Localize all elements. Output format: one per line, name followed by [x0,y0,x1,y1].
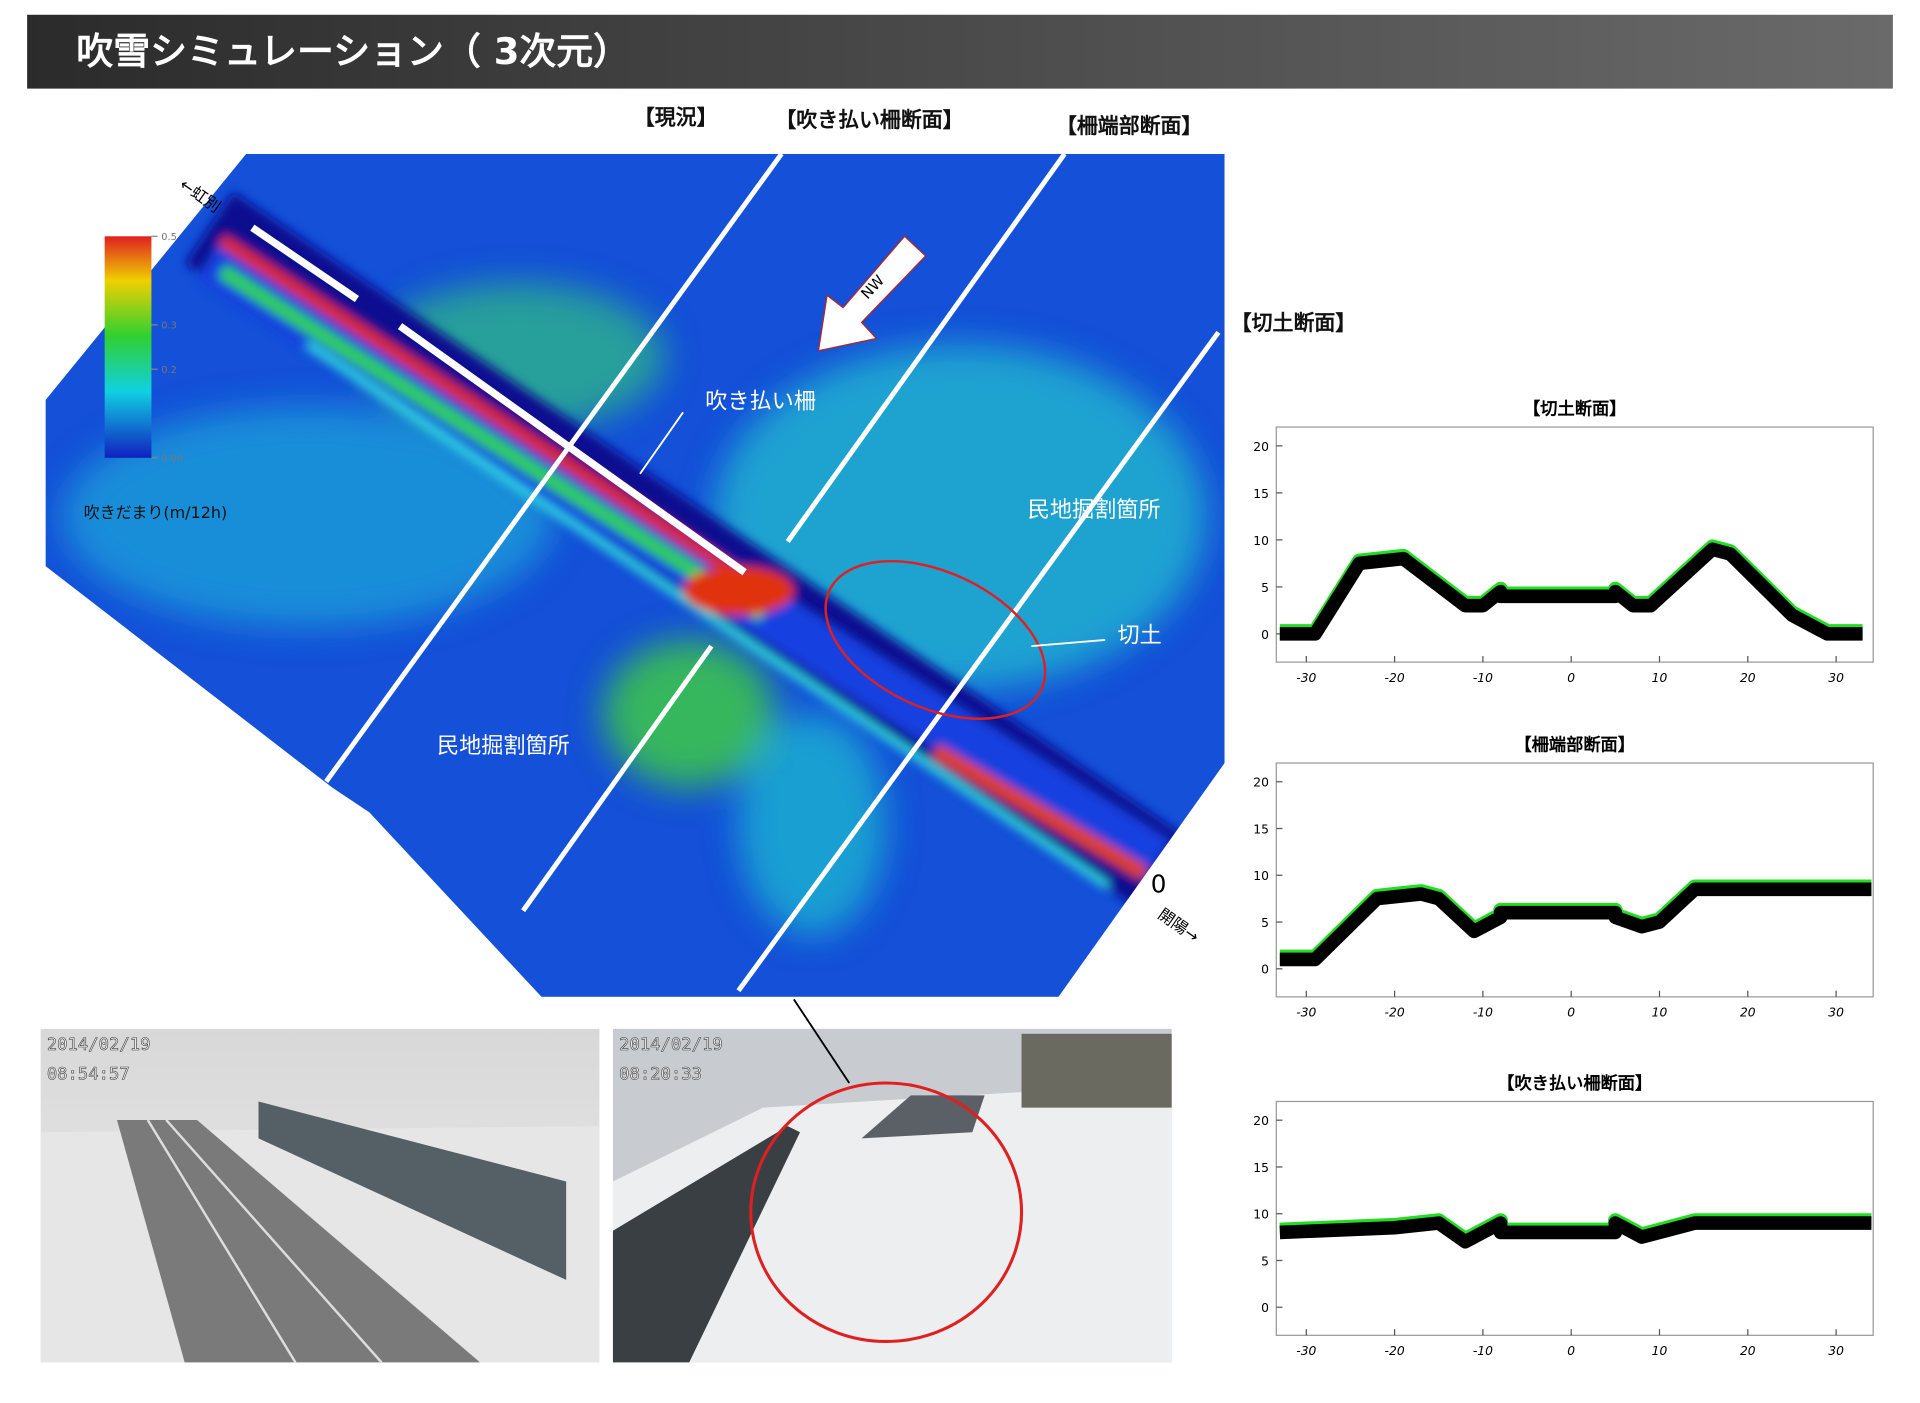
profile-line [1279,1216,1872,1249]
chart-title: 【切土断面】 [1523,399,1626,420]
y-tick-label: 10 [1253,534,1269,548]
x-tick-label: 0 [1567,1006,1575,1020]
leader [1031,639,1106,648]
x-tick-label: 30 [1828,1344,1844,1358]
plot-frame [1275,762,1874,998]
photo-time: 08:20:33 [619,1064,702,1084]
x-tick-label: -20 [1385,671,1405,685]
fence [397,323,747,576]
y-tick-label: 15 [1253,1161,1269,1175]
plot-frame [1275,1100,1874,1336]
section-label: 【吹き払い柵断面】 [775,108,963,132]
x-tick-label: -10 [1473,671,1493,685]
y-tick-label: 20 [1253,776,1269,790]
photo-date: 2014/02/19 [47,1035,151,1055]
x-tick-label: -30 [1296,1006,1316,1020]
x-tick-label: 10 [1652,671,1668,685]
colorbar-tick-label: 0.2 [161,365,177,376]
x-tick-label: -30 [1296,1344,1316,1358]
colorbar-tick-label: 0.5 [161,232,177,243]
origin-label: 0 [1151,869,1167,898]
header-bar [27,14,1893,89]
wind-arrow [817,235,927,352]
x-tick-label: 0 [1567,1344,1575,1358]
chart-title: 【吹き払い柵断面】 [1497,1073,1652,1094]
x-tick-label: 0 [1567,671,1575,685]
x-tick-label: -20 [1385,1344,1405,1358]
direction-label: ←虹別 [176,175,224,217]
annotation: 民地掘割箇所 [1028,497,1161,523]
y-tick-label: 0 [1261,963,1269,977]
y-tick-label: 10 [1253,1208,1269,1222]
colorbar [104,236,152,458]
section-label: 【切土断面】 [1231,311,1356,335]
profile-snow [1279,879,1872,965]
x-tick-label: 20 [1740,1006,1756,1020]
annotation: 吹き払い柵 [705,389,816,415]
y-tick-label: 5 [1261,1254,1269,1268]
y-tick-label: 5 [1261,581,1269,595]
profile-line [1279,882,1872,967]
y-tick-label: 20 [1253,1114,1269,1128]
section-label: 【柵端部断面】 [1056,114,1202,138]
chart-title: 【柵端部断面】 [1514,735,1635,756]
y-tick-label: 10 [1253,869,1269,883]
x-tick-label: 30 [1828,1006,1844,1020]
plot-frame [1275,426,1874,663]
y-tick-label: 0 [1261,628,1269,642]
profile-line [1279,542,1863,641]
x-tick-label: 30 [1828,671,1844,685]
y-tick-label: 5 [1261,916,1269,930]
x-tick-label: -20 [1385,1006,1405,1020]
x-tick-label: -10 [1473,1006,1493,1020]
y-tick-label: 0 [1261,1301,1269,1315]
y-tick-label: 15 [1253,822,1269,836]
colorbar-tick-label: 0.3 [161,321,177,332]
y-tick-label: 15 [1253,487,1269,501]
photo-date: 2014/02/19 [619,1035,723,1055]
y-tick-label: 20 [1253,440,1269,454]
annotation: 切土 [1118,622,1162,648]
x-tick-label: 20 [1740,671,1756,685]
annotation: 民地掘割箇所 [437,733,570,759]
x-tick-label: 20 [1740,1344,1756,1358]
section-label: 【現況】 [634,105,718,129]
colorbar-label: 吹きだまり(m/12h) [84,503,228,522]
simulation-map [45,153,1225,997]
header-title: 吹雪シミュレーション（ 3次元） [76,30,630,73]
leader [639,411,684,475]
section-lines [324,152,1221,993]
cut-circle [824,559,1047,720]
x-tick-label: -30 [1296,671,1316,685]
leader [793,998,851,1084]
drift-circle [749,1081,1024,1344]
photo [40,1028,600,1364]
photo [612,1028,1172,1363]
fence [250,224,360,303]
colorbar-tick-label: 0.00 [161,454,183,465]
direction-label: 開陽→ [1155,905,1203,947]
x-tick-label: 10 [1652,1344,1668,1358]
x-tick-label: -10 [1473,1344,1493,1358]
photo-time: 08:54:57 [47,1064,130,1084]
x-tick-label: 10 [1652,1006,1668,1020]
